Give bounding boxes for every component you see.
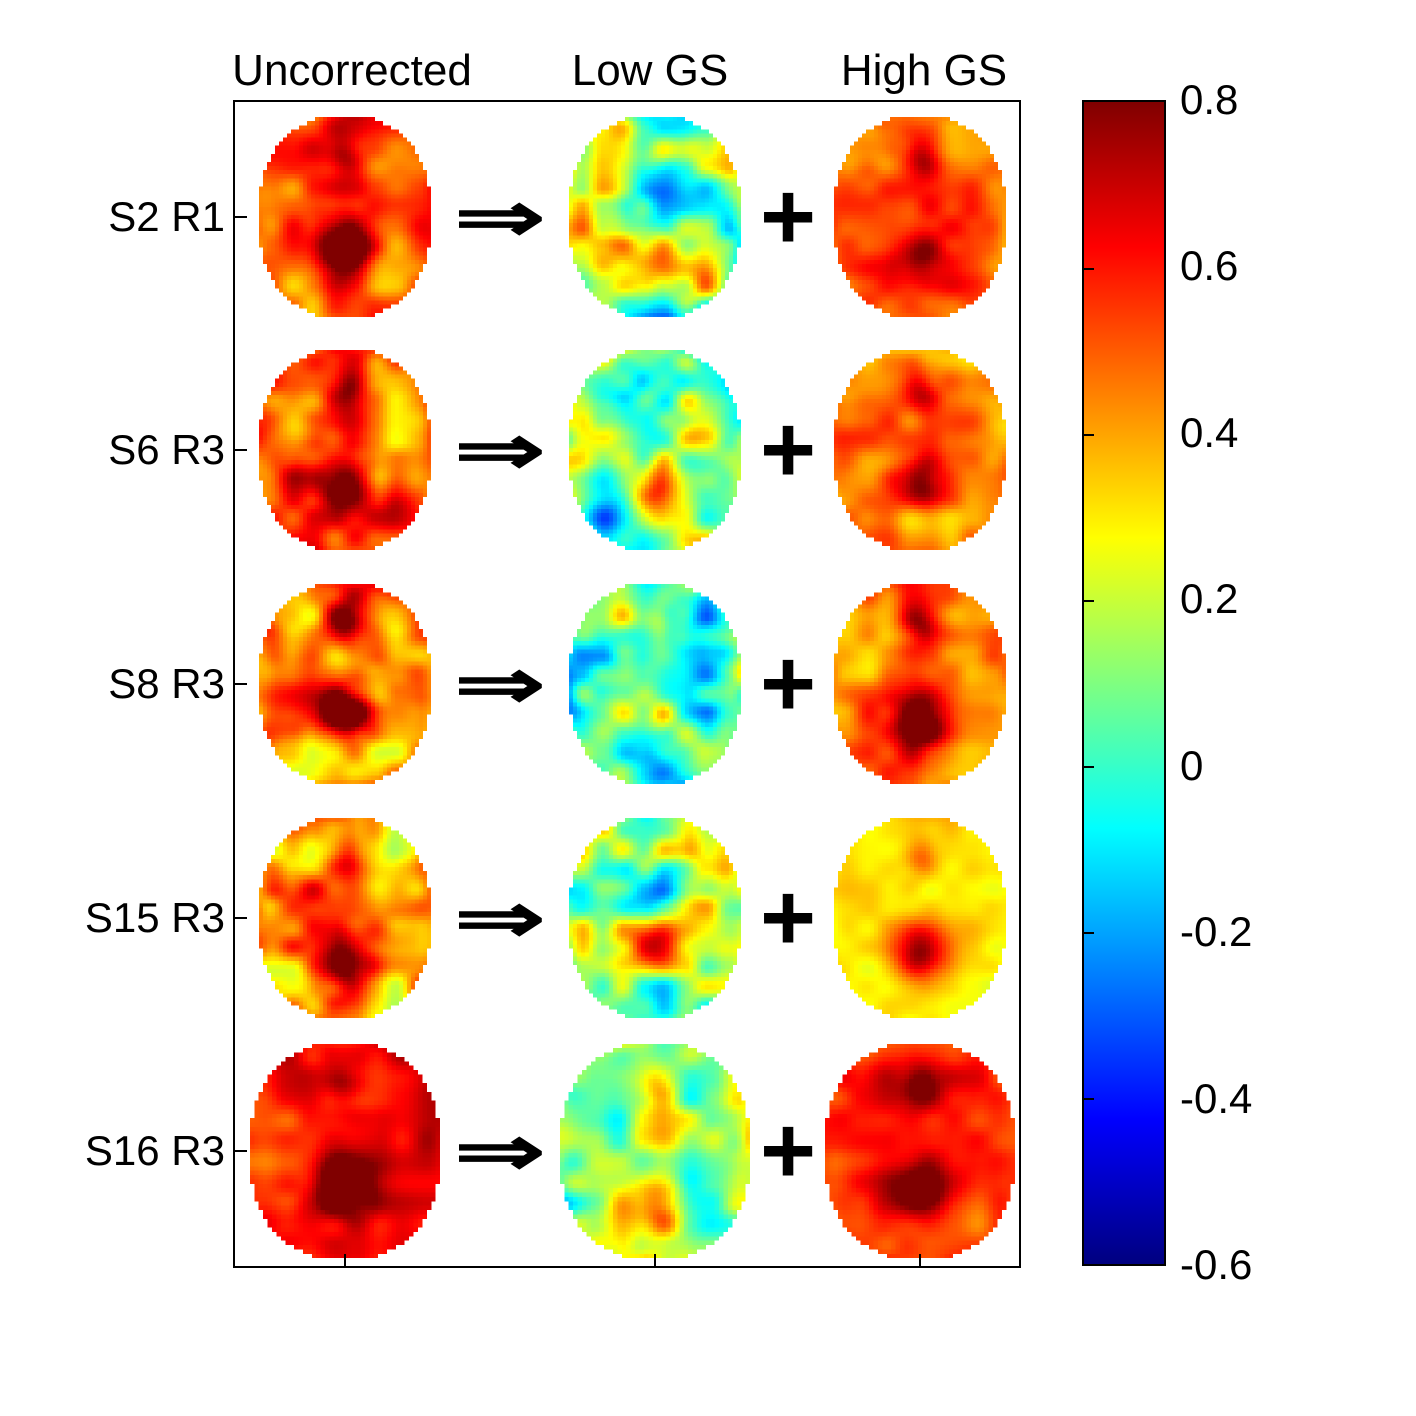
colorbar-tick xyxy=(1084,268,1094,271)
column-header-low-gs: Low GS xyxy=(571,46,729,95)
brain-map-s16r3-high-gs xyxy=(816,1035,1024,1267)
colorbar-label-0-6: 0.6 xyxy=(1180,242,1239,289)
colorbar xyxy=(1082,100,1166,1266)
brain-map-s16r3-uncorrected xyxy=(241,1035,449,1267)
column-header-uncorrected: Uncorrected xyxy=(232,46,472,95)
colorbar-label-0-8: 0.8 xyxy=(1180,76,1239,123)
brain-map-s16r3-low-gs xyxy=(551,1035,759,1267)
brain-map-s2r1-uncorrected xyxy=(251,109,439,325)
arrow-icon: ⇒ xyxy=(454,178,546,256)
brain-map-s15r3-high-gs xyxy=(826,810,1014,1026)
y-axis-tick xyxy=(235,683,247,685)
brain-map-s15r3-low-gs xyxy=(561,810,749,1026)
column-header-high-gs: High GS xyxy=(840,46,1008,95)
colorbar-tick xyxy=(1084,433,1094,436)
brain-map-s2r1-high-gs xyxy=(826,109,1014,325)
x-axis-tick xyxy=(654,1254,656,1266)
x-axis-tick xyxy=(344,1254,346,1266)
arrow-icon: ⇒ xyxy=(454,645,546,723)
row-label-s6-r3: S6 R3 xyxy=(108,426,225,473)
colorbar-label-0-2: 0.2 xyxy=(1180,575,1239,622)
brain-map-s8r3-uncorrected xyxy=(251,576,439,792)
plus-icon: + xyxy=(759,1097,817,1204)
row-label-s16-r3: S16 R3 xyxy=(84,1127,225,1174)
plus-icon: + xyxy=(759,396,817,503)
brain-map-s8r3-low-gs xyxy=(561,576,749,792)
colorbar-label-n0-2: -0.2 xyxy=(1180,908,1253,955)
y-axis-tick xyxy=(235,1150,247,1152)
y-axis-tick xyxy=(235,449,247,451)
arrow-icon: ⇒ xyxy=(454,879,546,957)
brain-map-s2r1-low-gs xyxy=(561,109,749,325)
brain-map-s8r3-high-gs xyxy=(826,576,1014,792)
brain-map-s6r3-uncorrected xyxy=(251,342,439,558)
colorbar-label-0: 0 xyxy=(1180,742,1204,789)
colorbar-tick xyxy=(1084,765,1094,768)
colorbar-label-n0-4: -0.4 xyxy=(1180,1075,1253,1122)
colorbar-tick xyxy=(1084,932,1094,935)
row-label-s8-r3: S8 R3 xyxy=(108,660,225,707)
plus-icon: + xyxy=(759,163,817,270)
row-label-s15-r3: S15 R3 xyxy=(84,894,225,941)
plus-icon: + xyxy=(759,630,817,737)
brain-map-s6r3-low-gs xyxy=(561,342,749,558)
plus-icon: + xyxy=(759,864,817,971)
colorbar-tick xyxy=(1084,1097,1094,1100)
colorbar-label-0-4: 0.4 xyxy=(1180,409,1239,456)
y-axis-tick xyxy=(235,216,247,218)
arrow-icon: ⇒ xyxy=(454,411,546,489)
brain-map-s6r3-high-gs xyxy=(826,342,1014,558)
arrow-icon: ⇒ xyxy=(454,1112,546,1190)
colorbar-tick xyxy=(1084,600,1094,603)
colorbar-label-n0-6: -0.6 xyxy=(1180,1241,1253,1288)
x-axis-tick xyxy=(919,1254,921,1266)
row-label-s2-r1: S2 R1 xyxy=(108,193,225,240)
brain-map-s15r3-uncorrected xyxy=(251,810,439,1026)
y-axis-tick xyxy=(235,917,247,919)
